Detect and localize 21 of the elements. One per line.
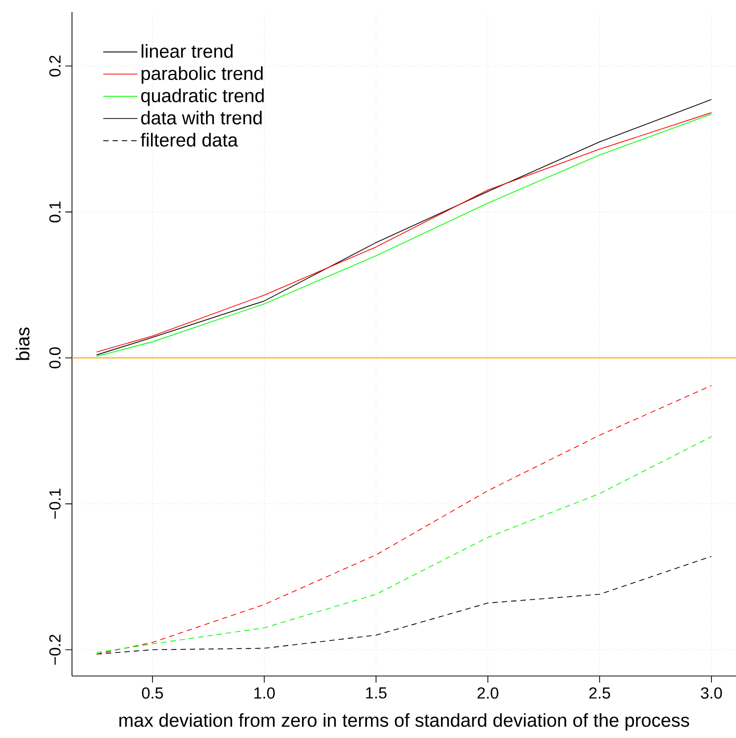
legend-label: linear trend: [142, 44, 233, 58]
y-tick-label: 0.0: [49, 347, 61, 368]
x-tick-label: 1.0: [254, 687, 275, 699]
y-tick-label: 0.1: [49, 202, 61, 222]
x-tick-label: 2.0: [478, 687, 498, 699]
x-axis-title: max deviation from zero in terms of standard deviation of the process: [119, 713, 690, 731]
y-tick-label: 0.2: [49, 56, 61, 76]
x-tick-label: 0.5: [142, 687, 163, 699]
y-tick-label: −0.2: [49, 634, 61, 665]
y-axis-title: bias: [16, 328, 30, 360]
legend-label: parabolic trend: [142, 66, 263, 84]
legend-label: filtered data: [140, 132, 238, 147]
x-tick-label: 1.5: [366, 687, 386, 699]
line-series: [96, 556, 712, 655]
legend-label: quadratic trend: [141, 88, 264, 106]
line-series: [96, 385, 712, 655]
line-series: [96, 436, 712, 654]
annotation: data with trend: [141, 110, 262, 124]
x-tick-label: 3.0: [700, 687, 722, 699]
y-tick-label: −0.1: [49, 488, 61, 519]
x-tick-label: 2.5: [589, 687, 610, 699]
